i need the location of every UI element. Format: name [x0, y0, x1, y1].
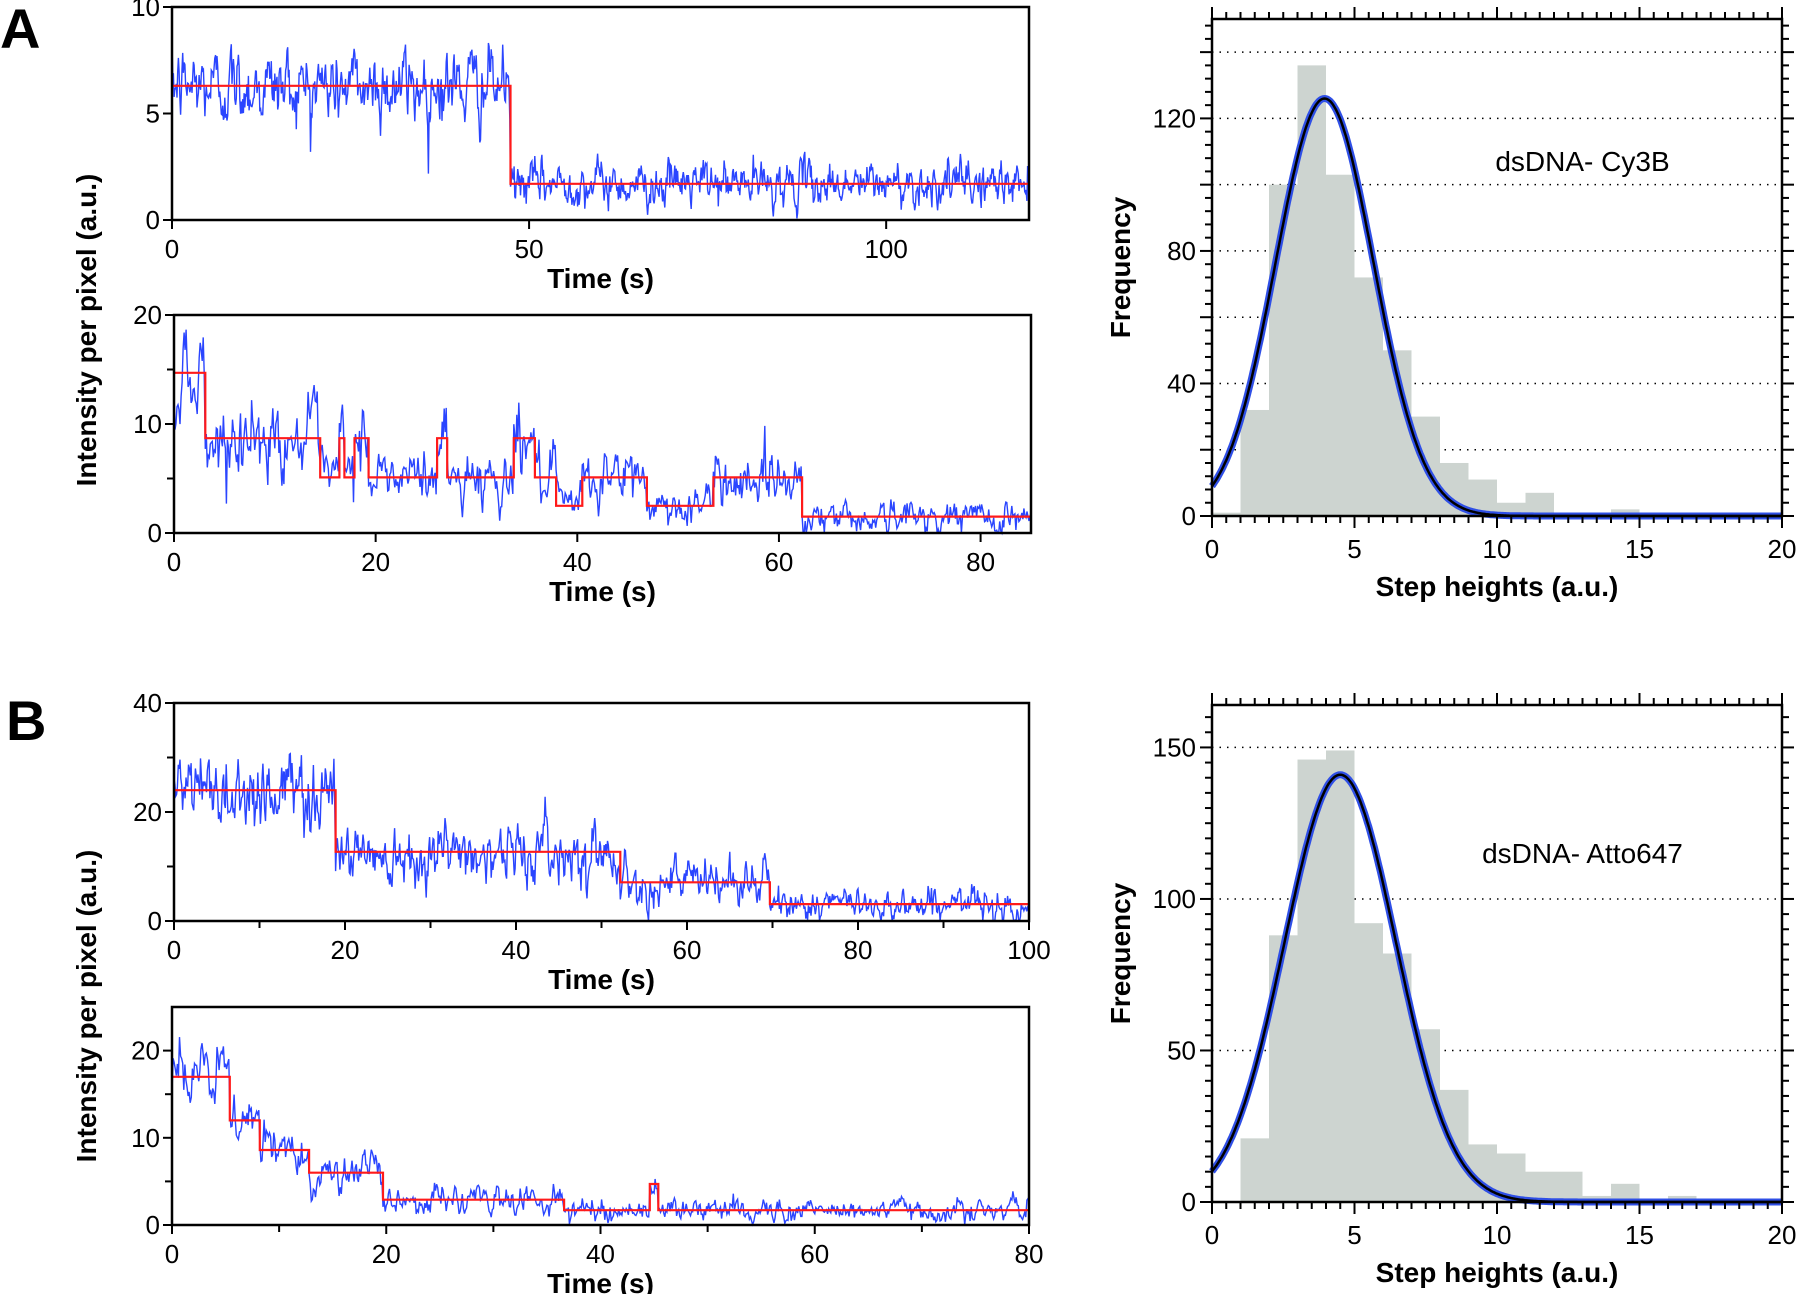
step-fit-line	[174, 371, 1031, 518]
y-tick-label: 20	[133, 797, 162, 827]
x-tick-label: 15	[1625, 1220, 1654, 1250]
panel-label-b: B	[6, 689, 46, 752]
x-tick-label: 60	[800, 1239, 829, 1269]
chart-3: 0 20 40 60 80 100 0 20 40 Time (s)	[133, 688, 1051, 995]
x-tick-label: 10	[1483, 1220, 1512, 1250]
intensity-trace	[171, 1037, 1030, 1227]
x-tick-label: 20	[361, 547, 390, 577]
x-tick-label: 20	[372, 1239, 401, 1269]
histogram-bar	[1212, 512, 1241, 516]
step-fit-line	[172, 84, 1029, 185]
chart-2: dsDNA- Cy3B Frequency 0 5 10 15 20 0 40 80 120 Step…	[1105, 7, 1796, 602]
histogram-bar	[1240, 1138, 1269, 1202]
histogram-annotation: dsDNA- Atto647	[1482, 838, 1683, 869]
x-axis-label: Time (s)	[547, 263, 654, 294]
x-tick-label: 0	[167, 547, 181, 577]
histogram-bar	[1611, 1183, 1640, 1202]
x-tick-label: 50	[515, 234, 544, 264]
x-tick-label: 5	[1347, 534, 1361, 564]
chart-5: dsDNA- Atto647 Frequency 0 5 10 15 20 0 50 100 150…	[1105, 693, 1796, 1288]
x-axis-label: Step heights (a.u.)	[1376, 1257, 1619, 1288]
y-tick-label: 120	[1153, 103, 1196, 133]
panel-label-a: A	[0, 0, 40, 60]
x-tick-label: 80	[844, 935, 873, 965]
histogram-bar	[1240, 409, 1269, 516]
plot-frame	[172, 313, 1033, 535]
step-fit-line	[172, 1075, 1029, 1212]
histogram-bar	[1326, 750, 1355, 1202]
y-tick-label: 0	[146, 205, 160, 235]
chart-4: 0 20 40 60 80 0 10 20 Time (s)	[131, 1005, 1044, 1294]
x-tick-label: 20	[1768, 534, 1797, 564]
y-tick-label: 10	[133, 409, 162, 439]
x-axis-label: Time (s)	[549, 576, 656, 607]
y-tick-label: 20	[131, 1036, 160, 1066]
x-tick-label: 80	[966, 547, 995, 577]
y-tick-label: 0	[148, 518, 162, 548]
y-tick-label: 10	[131, 0, 160, 22]
x-tick-label: 60	[764, 547, 793, 577]
y-tick-label: 5	[146, 99, 160, 129]
y-tick-label: 10	[131, 1123, 160, 1153]
y-axis-label: Frequency	[1105, 196, 1136, 338]
intensity-trace	[171, 42, 1030, 219]
x-tick-label: 100	[864, 234, 907, 264]
histogram-bar	[1354, 923, 1383, 1202]
intensity-trace	[173, 329, 1032, 536]
y-tick-label: 0	[1182, 1187, 1196, 1217]
x-axis-label: Time (s)	[547, 1268, 654, 1294]
plot-frame	[1210, 17, 1784, 518]
x-tick-label: 80	[1015, 1239, 1044, 1269]
x-tick-label: 15	[1625, 534, 1654, 564]
y-tick-label: 100	[1153, 884, 1196, 914]
histogram-bar	[1525, 492, 1554, 516]
y-tick-label: 0	[146, 1210, 160, 1240]
y-tick-label: 50	[1167, 1035, 1196, 1065]
x-tick-label: 0	[1205, 1220, 1219, 1250]
trace-y-axis-label-a: Intensity per pixel (a.u.)	[71, 174, 102, 487]
histogram-bar	[1269, 935, 1298, 1202]
y-tick-label: 0	[1182, 501, 1196, 531]
x-tick-label: 10	[1483, 534, 1512, 564]
plot-frame	[1210, 703, 1784, 1204]
x-axis-label: Step heights (a.u.)	[1376, 571, 1619, 602]
x-tick-label: 5	[1347, 1220, 1361, 1250]
x-tick-label: 0	[167, 935, 181, 965]
y-tick-label: 40	[1167, 368, 1196, 398]
y-tick-label: 20	[133, 300, 162, 330]
histogram-bar	[1554, 1171, 1583, 1202]
x-tick-label: 60	[673, 935, 702, 965]
x-tick-label: 40	[563, 547, 592, 577]
chart-1: 0 20 40 60 80 0 10 20 Time (s)	[133, 300, 1033, 607]
x-axis-label: Time (s)	[548, 964, 655, 995]
plot-frame	[172, 701, 1031, 923]
histogram-bar	[1525, 1171, 1554, 1202]
y-tick-label: 40	[133, 688, 162, 718]
y-tick-label: 0	[148, 906, 162, 936]
histogram-bar	[1354, 277, 1383, 516]
chart-0: 0 50 100 0 5 10 Time (s)	[131, 0, 1031, 294]
x-tick-label: 20	[1768, 1220, 1797, 1250]
trace-y-axis-label-b: Intensity per pixel (a.u.)	[71, 850, 102, 1163]
y-tick-label: 80	[1167, 236, 1196, 266]
x-tick-label: 0	[1205, 534, 1219, 564]
x-tick-label: 20	[331, 935, 360, 965]
y-axis-label: Frequency	[1105, 882, 1136, 1024]
x-tick-label: 0	[165, 1239, 179, 1269]
intensity-trace	[173, 752, 1030, 922]
x-tick-label: 40	[586, 1239, 615, 1269]
step-fit-line	[174, 789, 1029, 906]
x-tick-label: 100	[1007, 935, 1050, 965]
histogram-bar	[1326, 174, 1355, 516]
histogram-annotation: dsDNA- Cy3B	[1495, 146, 1669, 177]
plot-frame	[170, 5, 1031, 222]
y-tick-label: 150	[1153, 732, 1196, 762]
histogram-bar	[1411, 1029, 1440, 1202]
x-tick-label: 40	[502, 935, 531, 965]
plot-frame	[170, 1005, 1031, 1227]
x-tick-label: 0	[165, 234, 179, 264]
